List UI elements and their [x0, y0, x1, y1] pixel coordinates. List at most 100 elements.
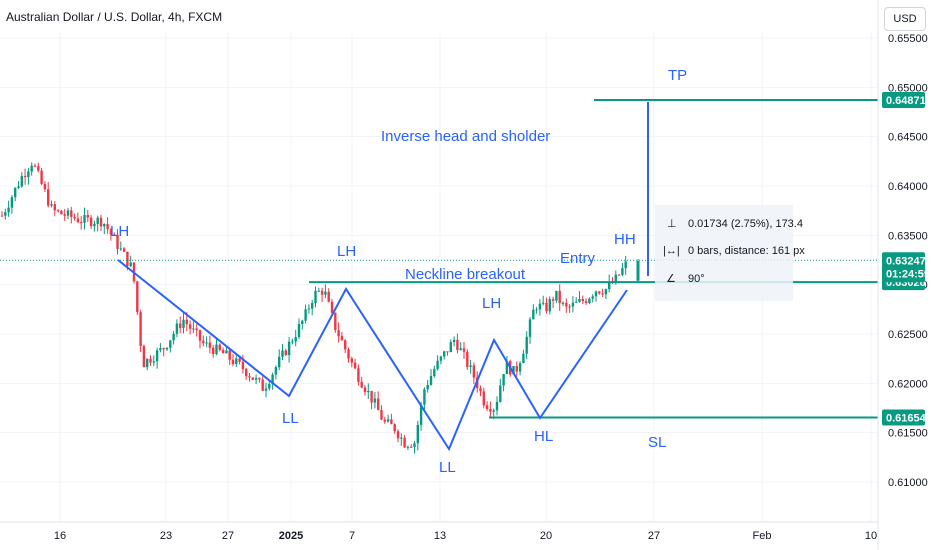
- candle-body: [4, 212, 7, 216]
- currency-button[interactable]: USD: [884, 7, 926, 31]
- candle-body: [525, 336, 528, 354]
- candle-body: [66, 210, 70, 216]
- candle-body: [225, 350, 228, 354]
- candle-body: [370, 390, 373, 403]
- candle-body: [433, 369, 436, 376]
- candle-body: [60, 210, 63, 215]
- candle-body: [542, 302, 545, 304]
- candle-body: [251, 377, 254, 380]
- candle-body: [241, 361, 245, 370]
- drawings[interactable]: [0, 99, 878, 452]
- neckline-label: Neckline breakout: [405, 266, 526, 283]
- measure-angle: 90°: [688, 273, 705, 285]
- candle-body: [575, 301, 578, 303]
- candle-body: [33, 165, 37, 167]
- candle-body: [304, 309, 307, 321]
- candle-body: [80, 222, 83, 224]
- time-tick-label: 2025: [279, 530, 303, 542]
- candle-body: [584, 301, 588, 303]
- candle-body: [489, 409, 492, 412]
- measure-bars: 0 bars, distance: 161 px: [688, 245, 805, 257]
- candle-body: [96, 217, 99, 224]
- candle-body: [188, 324, 192, 329]
- candle-body: [555, 290, 558, 301]
- time-tick-label: 23: [160, 530, 172, 542]
- candle-body: [403, 437, 406, 448]
- grid: [0, 32, 878, 522]
- candle-body: [10, 197, 14, 208]
- candle-body: [456, 339, 459, 350]
- candle-body: [221, 349, 225, 354]
- candle-body: [390, 419, 393, 425]
- candle-body: [50, 204, 53, 206]
- candle-body: [169, 340, 172, 348]
- candle-body: [472, 365, 476, 378]
- candle-body: [443, 351, 446, 357]
- candle-body: [218, 344, 221, 350]
- measure-tooltip: ⊥ 0.01734 (2.75%), 173.4 |↔| 0 bars, dis…: [655, 205, 805, 301]
- candle-body: [363, 387, 367, 393]
- candle-body: [568, 306, 571, 308]
- candle-body: [30, 165, 33, 172]
- candle-body: [548, 299, 551, 312]
- candle-body: [172, 333, 175, 341]
- time-tick-label: Feb: [753, 530, 772, 542]
- candle-body: [122, 248, 126, 252]
- candle-body: [522, 353, 525, 364]
- time-axis[interactable]: 16 23 27 2025 7 13 20 27 Feb 10: [0, 521, 878, 542]
- candle-body: [43, 183, 47, 190]
- price-tick-label: 0.63500: [888, 230, 928, 242]
- candle-body: [373, 398, 377, 403]
- candle-body: [558, 290, 561, 304]
- time-tick-label: 13: [434, 530, 446, 542]
- candle-body: [47, 189, 50, 206]
- candle-body: [146, 358, 149, 368]
- candle-body: [264, 388, 268, 391]
- candle-body: [571, 302, 575, 307]
- candle-body: [215, 344, 218, 355]
- candle-body: [258, 378, 261, 380]
- candle-body: [479, 388, 482, 392]
- candle-body: [462, 348, 466, 352]
- candle-body: [439, 356, 443, 361]
- last-price-text: 0.63247: [886, 255, 926, 267]
- candle-body: [119, 248, 122, 250]
- candle-body: [512, 366, 515, 375]
- candle-body: [337, 330, 340, 337]
- candle-body: [231, 359, 235, 365]
- candle-body: [367, 390, 370, 393]
- swing-label: HL: [534, 428, 553, 445]
- candle-body: [495, 401, 499, 411]
- candle-body: [192, 328, 195, 330]
- candle-body: [499, 385, 502, 402]
- candle-body: [291, 341, 294, 343]
- candle-body: [340, 336, 344, 341]
- price-tick-label: 0.65000: [888, 82, 928, 94]
- candle-body: [245, 369, 248, 377]
- price-badge-text: 0.61654: [886, 412, 927, 424]
- candle-body: [532, 309, 535, 320]
- candle-body: [248, 376, 251, 378]
- candle-body: [149, 358, 152, 363]
- candle-body: [106, 224, 109, 230]
- candle-body: [268, 383, 271, 389]
- candle-body: [165, 347, 169, 350]
- candle-body: [617, 274, 621, 276]
- candle-body: [182, 319, 185, 328]
- time-tick-label: 7: [349, 530, 355, 542]
- candle-body: [446, 351, 449, 353]
- candle-body: [175, 323, 179, 334]
- candle-body: [377, 398, 380, 411]
- candle-body: [311, 303, 314, 309]
- pattern-zigzag[interactable]: [117, 259, 628, 452]
- candle-body: [327, 291, 330, 302]
- candle-body: [426, 384, 429, 390]
- candle-body: [37, 166, 40, 171]
- time-tick-label: 10: [865, 530, 877, 542]
- candle-body: [419, 404, 423, 425]
- candle-body: [99, 217, 103, 227]
- candle-body: [17, 186, 20, 188]
- candle-body: [621, 268, 624, 275]
